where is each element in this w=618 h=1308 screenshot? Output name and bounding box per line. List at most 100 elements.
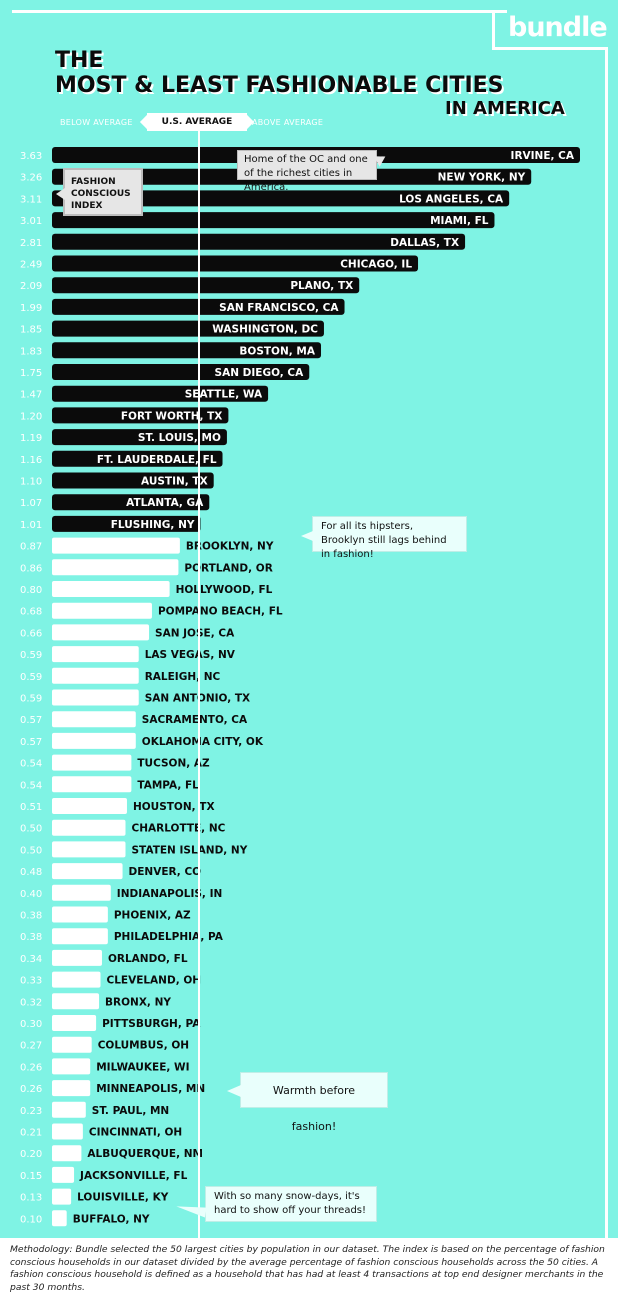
- bar: [52, 863, 123, 880]
- city-label: HOUSTON, TX: [133, 801, 215, 813]
- city-label: SEATTLE, WA: [185, 389, 263, 401]
- city-label: SAN JOSE, CA: [155, 627, 235, 639]
- city-label: HOLLYWOOD, FL: [176, 584, 273, 596]
- bar: [52, 602, 152, 619]
- city-label: INDIANAPOLIS, IN: [117, 888, 222, 900]
- value-label: 0.32: [20, 997, 42, 1008]
- bar: [52, 1166, 75, 1183]
- value-label: 1.75: [20, 368, 42, 379]
- bar: [52, 667, 139, 684]
- bar: [52, 277, 360, 294]
- bar: [52, 385, 269, 402]
- city-label: BROOKLYN, NY: [186, 541, 274, 553]
- city-label: RALEIGH, NC: [145, 671, 221, 683]
- title-line-2: MOST & LEAST FASHIONABLE CITIES: [55, 73, 504, 98]
- value-label: 1.20: [20, 411, 42, 422]
- city-label: ATLANTA, GA: [126, 497, 204, 509]
- bar: [52, 993, 100, 1010]
- value-label: 0.33: [20, 976, 42, 987]
- city-label: TAMPA, FL: [137, 779, 199, 791]
- city-label: ORLANDO, FL: [108, 953, 188, 965]
- city-label: IRVINE, CA: [511, 150, 575, 162]
- city-label: SAN FRANCISCO, CA: [219, 302, 339, 314]
- value-label: 1.47: [20, 390, 42, 401]
- bar: [52, 212, 495, 229]
- us-average-label: U.S. AVERAGE: [147, 113, 247, 131]
- frame-line-hook: [492, 10, 495, 50]
- bar: [52, 841, 126, 858]
- city-label: ST. PAUL, MN: [92, 1105, 169, 1117]
- bar: [52, 1101, 86, 1118]
- value-label: 0.80: [20, 585, 42, 596]
- bar: [52, 559, 179, 576]
- value-label: 2.09: [20, 281, 42, 292]
- value-label: 0.20: [20, 1149, 42, 1160]
- value-label: 1.99: [20, 303, 42, 314]
- value-label: 1.83: [20, 346, 42, 357]
- city-label: MILWAUKEE, WI: [96, 1061, 189, 1073]
- city-label: SAN DIEGO, CA: [215, 367, 305, 379]
- bar: [52, 624, 150, 641]
- city-label: PLANO, TX: [290, 280, 353, 292]
- bar: [52, 233, 466, 250]
- city-label: MINNEAPOLIS, MN: [96, 1083, 205, 1095]
- frame-line-right: [605, 48, 608, 1238]
- value-label: 0.40: [20, 889, 42, 900]
- city-label: POMPANO BEACH, FL: [158, 606, 283, 618]
- value-label: 3.63: [20, 151, 42, 162]
- value-label: 0.87: [20, 542, 42, 553]
- bar: [52, 884, 111, 901]
- value-label: 0.59: [20, 694, 42, 705]
- page-title: THE MOST & LEAST FASHIONABLE CITIES IN A…: [55, 50, 565, 118]
- value-label: 0.15: [20, 1171, 42, 1182]
- city-label: CINCINNATI, OH: [89, 1127, 182, 1139]
- value-label: 0.30: [20, 1019, 42, 1030]
- value-label: 0.57: [20, 737, 42, 748]
- frame-line-hook-horizontal: [492, 47, 608, 50]
- city-label: ST. LOUIS, MO: [138, 432, 221, 444]
- bar: [52, 1145, 82, 1162]
- minneapolis-callout: Warmth before fashion!: [227, 1072, 388, 1133]
- title-line-3: IN AMERICA: [445, 98, 565, 119]
- bar: [52, 906, 108, 923]
- bar: [52, 689, 139, 706]
- bar: [52, 928, 108, 945]
- brooklyn-callout: For all its hipsters, Brooklyn still lag…: [301, 516, 467, 560]
- value-label: 0.13: [20, 1193, 42, 1204]
- methodology-panel: [0, 1238, 618, 1308]
- city-label: COLUMBUS, OH: [98, 1040, 189, 1052]
- city-label: LAS VEGAS, NV: [145, 649, 236, 661]
- value-label: 1.19: [20, 433, 42, 444]
- value-label: 3.26: [20, 173, 42, 184]
- city-label: TUCSON, AZ: [137, 758, 210, 770]
- bar: [52, 537, 180, 554]
- city-label: CHARLOTTE, NC: [132, 823, 226, 835]
- bar: [52, 949, 102, 966]
- value-label: 3.01: [20, 216, 42, 227]
- bar: [52, 407, 229, 424]
- bar: [52, 364, 310, 380]
- value-label: 0.34: [20, 954, 42, 965]
- value-label: 0.50: [20, 845, 42, 856]
- city-label: BUFFALO, NY: [73, 1213, 150, 1225]
- bar: [52, 472, 214, 489]
- city-label: MIAMI, FL: [430, 215, 489, 227]
- bundle-logo: bundle: [508, 12, 608, 43]
- city-label: BOSTON, MA: [239, 345, 315, 357]
- bar: [52, 581, 170, 597]
- value-label: 1.10: [20, 477, 42, 488]
- value-label: 0.26: [20, 1084, 42, 1095]
- methodology-text: Methodology: Bundle selected the 50 larg…: [10, 1244, 605, 1293]
- value-label: 0.59: [20, 650, 42, 661]
- city-label: PHILADELPHIA, PA: [114, 931, 224, 943]
- city-label: FLUSHING, NY: [111, 519, 195, 531]
- city-label: PORTLAND, OR: [184, 562, 272, 574]
- bar: [52, 190, 510, 207]
- bar: [52, 971, 101, 988]
- index-label-callout: FASHION CONSCIOUS INDEX: [56, 168, 143, 216]
- bar: [52, 429, 227, 446]
- value-label: 0.54: [20, 780, 42, 791]
- city-label: AUSTIN, TX: [141, 476, 208, 488]
- bar: [52, 450, 223, 467]
- bar: [52, 1188, 72, 1205]
